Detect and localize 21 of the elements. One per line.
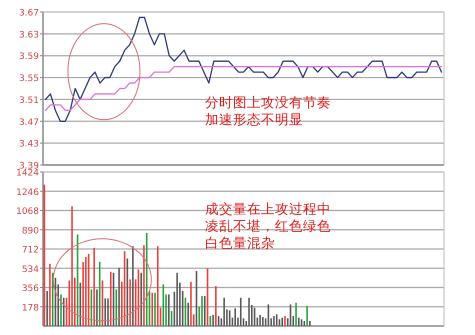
y-tick-label: 534 xyxy=(22,264,40,275)
y-tick-label: 1424 xyxy=(16,168,40,178)
y-tick-label: 3.43 xyxy=(18,140,39,150)
line-series xyxy=(44,66,442,112)
y-tick-label: 1246 xyxy=(16,188,40,198)
y-tick-label: 3.55 xyxy=(18,74,39,84)
y-tick-label: 890 xyxy=(22,226,40,236)
y-tick-label: 3.47 xyxy=(18,118,39,128)
annotation: 加速形态不明显 xyxy=(205,112,303,128)
annotation: 白色量混杂 xyxy=(205,236,275,252)
y-tick-label: 3.51 xyxy=(18,96,39,106)
y-tick-label: 356 xyxy=(22,284,40,294)
y-tick-label: 1068 xyxy=(16,207,40,217)
y-tick-label: 178 xyxy=(22,303,40,314)
y-tick-label: 3.67 xyxy=(18,8,39,18)
annotation: 凌乱不堪，红色绿色 xyxy=(205,218,331,235)
y-tick-label: 3.59 xyxy=(18,52,40,62)
annotation: 分时图上攻没有节奏 xyxy=(205,94,331,111)
annotation: 成交量在上攻过程中 xyxy=(205,202,331,218)
y-tick-label: 3.63 xyxy=(18,30,39,40)
y-tick-label: 712 xyxy=(22,246,39,256)
